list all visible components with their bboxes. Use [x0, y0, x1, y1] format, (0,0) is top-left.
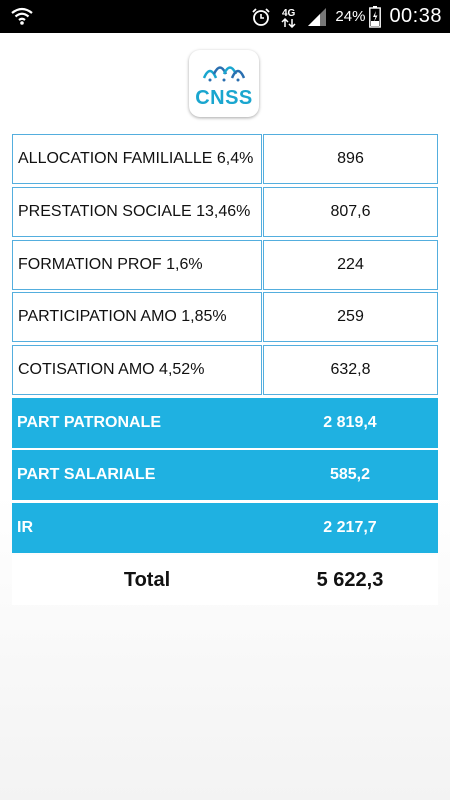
summary-label: PART SALARIALE [12, 450, 262, 500]
alarm-icon [251, 7, 271, 27]
summary-row-ir: IR 2 217,7 [12, 503, 438, 553]
total-row: Total 5 622,3 [12, 555, 438, 605]
row-value: 224 [263, 240, 438, 290]
row-value: 896 [263, 134, 438, 184]
battery-percent: 24% [335, 8, 366, 25]
table-row: COTISATION AMO 4,52% 632,8 [12, 345, 438, 395]
total-value: 5 622,3 [262, 555, 438, 605]
table-row: PARTICIPATION AMO 1,85% 259 [12, 292, 438, 342]
row-label: ALLOCATION FAMILIALLE 6,4% [12, 134, 262, 184]
wifi-icon [10, 6, 34, 31]
battery-icon [369, 5, 382, 28]
row-value: 632,8 [263, 345, 438, 395]
summary-label: IR [12, 503, 262, 553]
signal-icon [307, 7, 327, 27]
app-content: CNSS ALLOCATION FAMILIALLE 6,4% 896 PRES… [0, 33, 450, 800]
row-label: FORMATION PROF 1,6% [12, 240, 262, 290]
summary-row-part-patronale: PART PATRONALE 2 819,4 [12, 398, 438, 448]
table-row: PRESTATION SOCIALE 13,46% 807,6 [12, 187, 438, 237]
row-value: 807,6 [263, 187, 438, 237]
row-label: PRESTATION SOCIALE 13,46% [12, 187, 262, 237]
summary-value: 2 819,4 [262, 398, 438, 448]
table-row: ALLOCATION FAMILIALLE 6,4% 896 [12, 134, 438, 184]
row-label: COTISATION AMO 4,52% [12, 345, 262, 395]
logo-text: CNSS [195, 87, 253, 109]
summary-label: PART PATRONALE [12, 398, 262, 448]
row-value: 259 [263, 292, 438, 342]
summary-value: 585,2 [262, 450, 438, 500]
status-bar: 4G 24% 00:38 [0, 0, 450, 33]
table-row: FORMATION PROF 1,6% 224 [12, 240, 438, 290]
summary-row-part-salariale: PART SALARIALE 585,2 [12, 450, 438, 500]
summary-value: 2 217,7 [262, 503, 438, 553]
total-label: Total [12, 555, 282, 605]
network-4g-icon: 4G [279, 6, 299, 28]
row-label: PARTICIPATION AMO 1,85% [12, 292, 262, 342]
network-label: 4G [282, 8, 296, 19]
clock: 00:38 [389, 5, 442, 27]
logo-arches-icon [202, 66, 246, 82]
cnss-logo: CNSS [189, 50, 259, 117]
